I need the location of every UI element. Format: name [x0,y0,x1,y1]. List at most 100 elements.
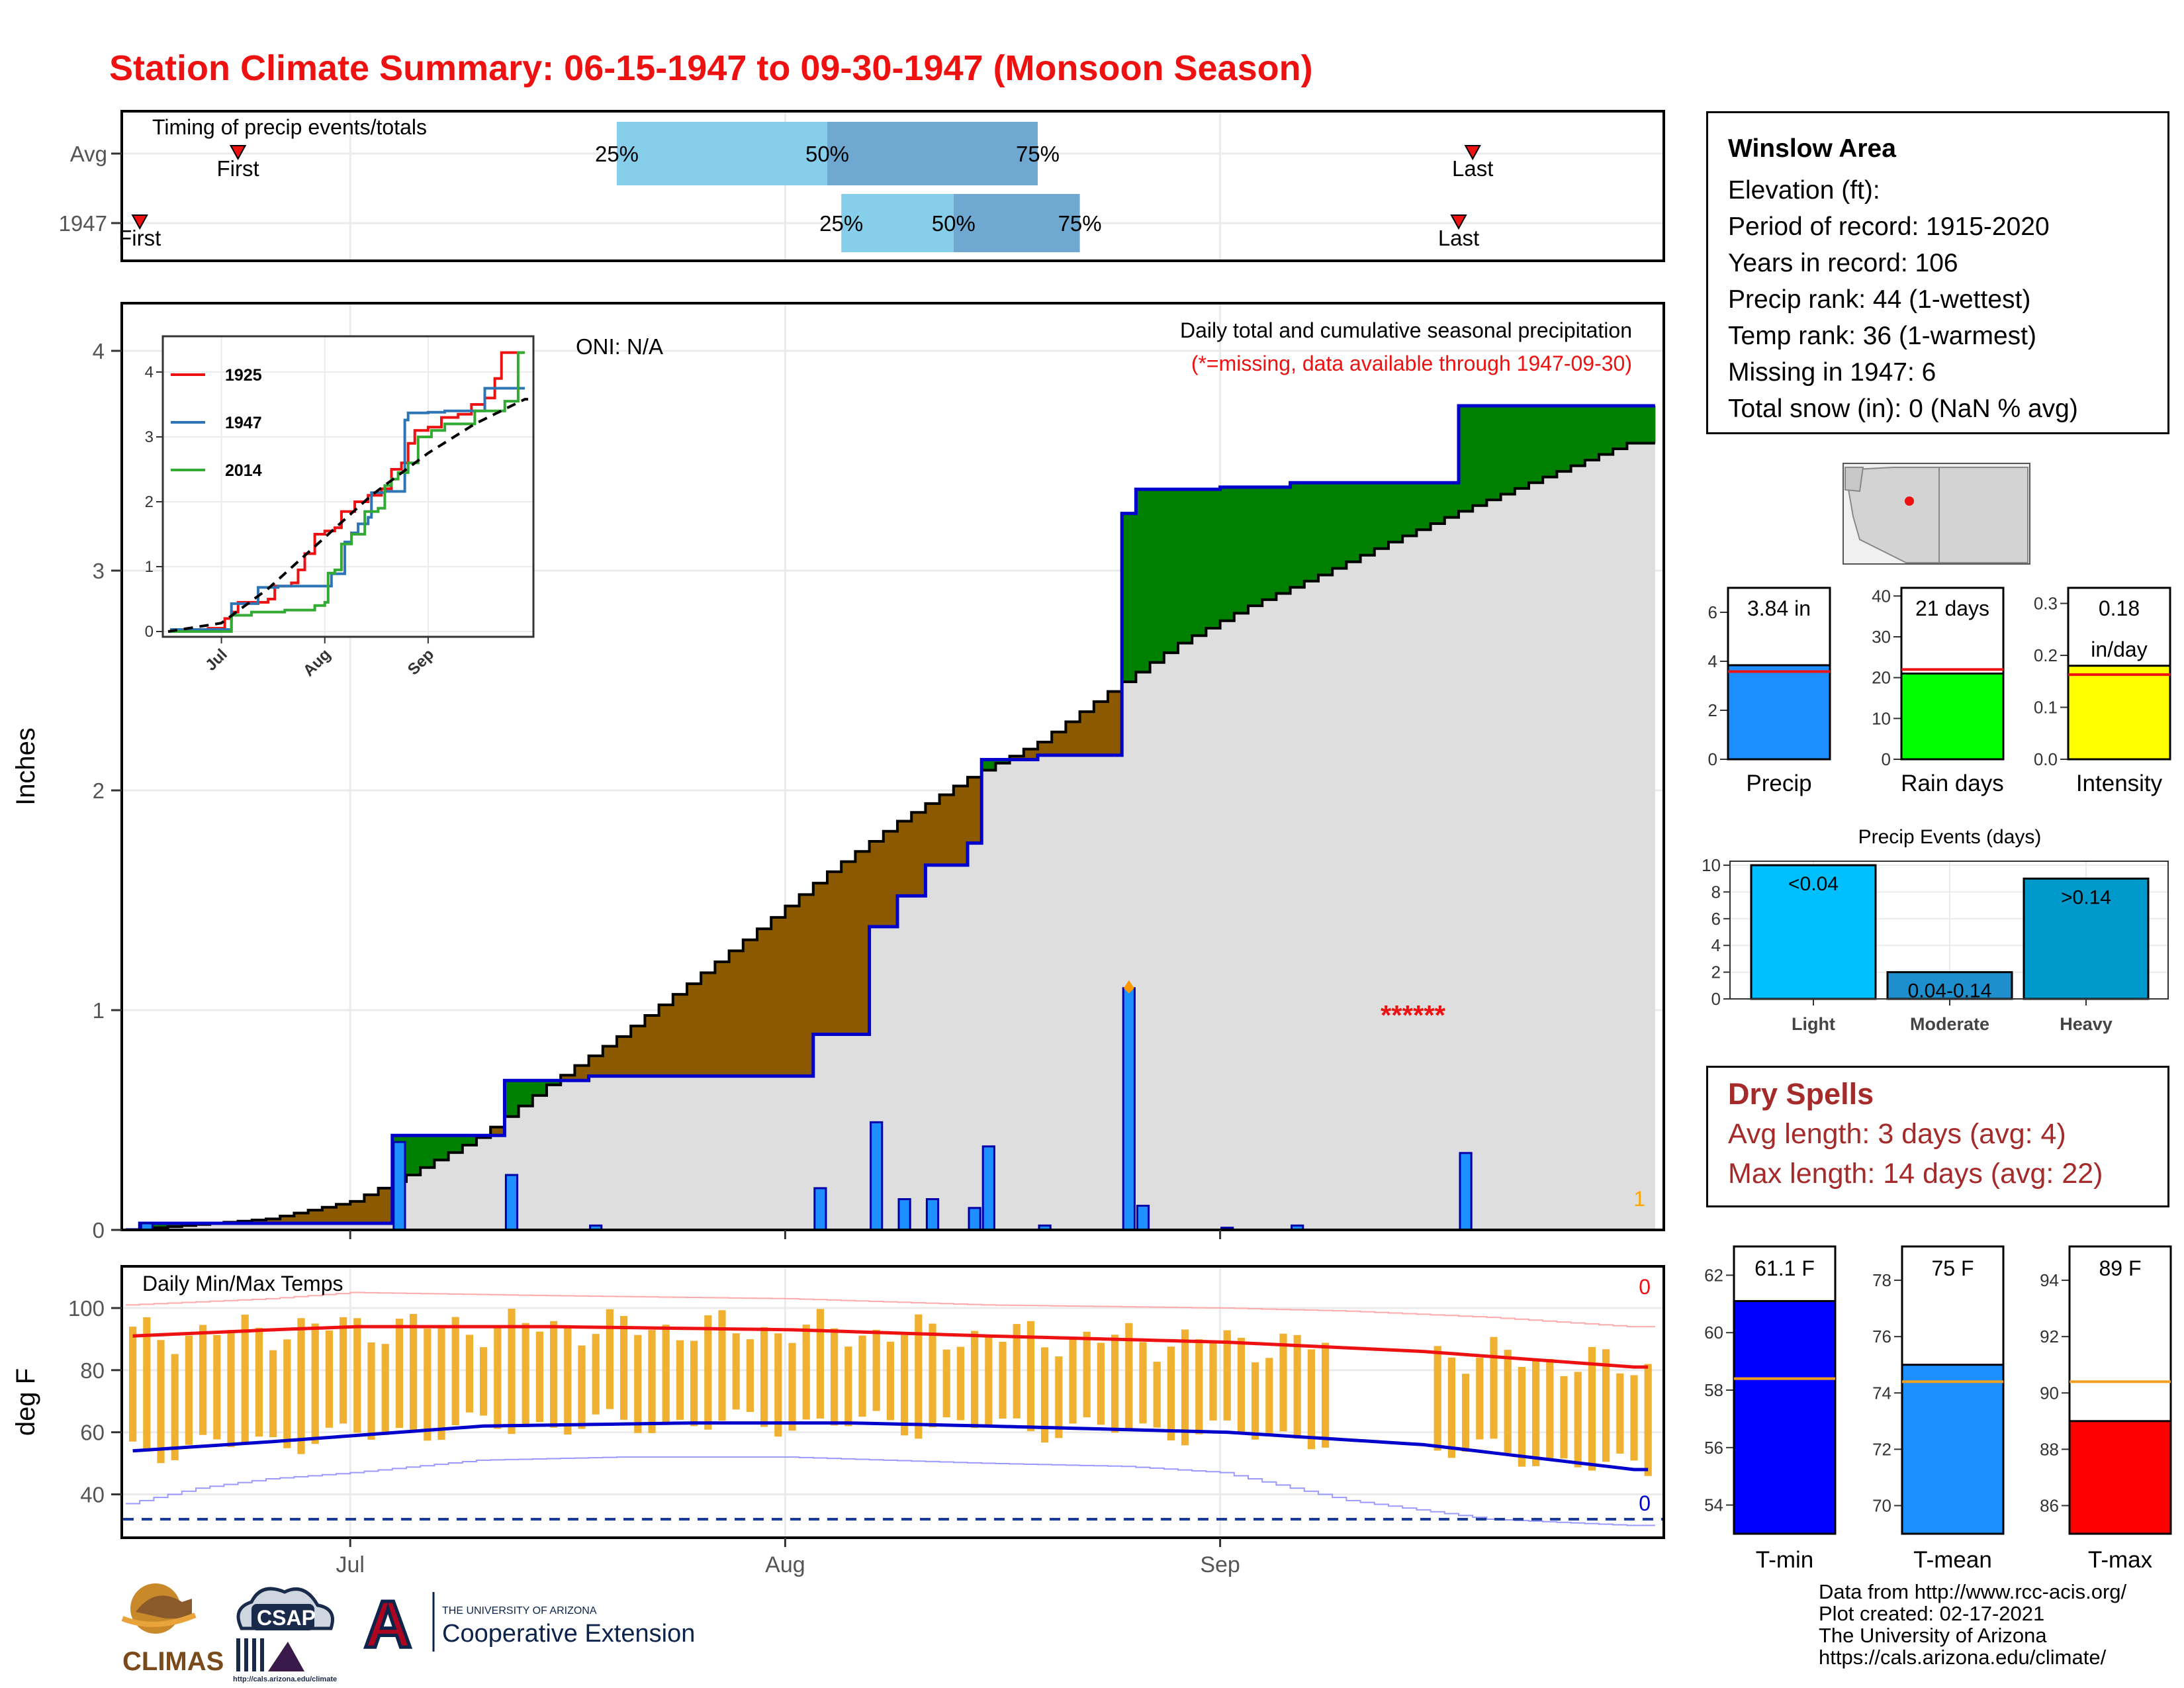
temps-daily-range-bar [465,1335,473,1413]
temps-daily-range-bar [522,1323,529,1427]
precip-daily-bar [392,1141,406,1230]
station-missing: Missing in 1947: 6 [1728,358,1936,387]
psum-y-tick-label: 0.1 [2034,698,2058,718]
precip-y-tick-label: 3 [93,559,105,583]
psum-y-tick-label: 0 [1882,749,1891,769]
tsum-bar-T-min [1733,1299,1837,1535]
footer-url: https://cals.arizona.edu/climate/ [1819,1646,2107,1669]
temps-daily-range-bar [718,1310,726,1421]
precip-anomaly-block [827,871,842,1035]
tsum-category-label: T-min [1756,1547,1814,1573]
precip-anomaly-block [1473,406,1487,506]
precip-max-marker [1123,980,1134,994]
temps-daily-range-bar [1433,1346,1441,1451]
precip-anomaly-block [1192,489,1206,636]
precip-anomaly-block [1641,406,1656,444]
temps-daily-range-bar [985,1336,993,1427]
temps-daily-range-bar [1055,1356,1063,1438]
temps-daily-range-bar [1013,1324,1021,1419]
tsum-bar-T-mean [1901,1364,2005,1535]
station-name: Winslow Area [1728,134,1896,163]
precip-anomaly-block [1430,483,1445,524]
temps-daily-range-bar [494,1325,502,1429]
precip-anomaly-block [757,929,772,1076]
temps-daily-range-bar [1490,1336,1498,1439]
precip-anomaly-block [1163,489,1179,653]
tsum-y-tick-label: 76 [1872,1327,1891,1346]
inset-y-tick-label: 4 [145,363,154,381]
temps-daily-range-bar [1111,1335,1119,1433]
temps-daily-range-bar [704,1315,712,1430]
precip-anomaly-block [1052,731,1066,755]
temps-daily-range-bar [1532,1359,1540,1466]
psum-value-label: 21 days [1915,596,1989,620]
tsum-y-tick-label: 54 [1704,1495,1723,1515]
temps-daily-range-bar [213,1335,221,1440]
temps-y-tick-label: 60 [80,1421,105,1445]
psum-y-tick-label: 20 [1872,668,1891,688]
temps-daily-range-bar [1237,1337,1245,1433]
temps-daily-range-bar [1251,1362,1259,1440]
timing-last-label: Last [1438,226,1479,250]
tsum-value-label: 75 F [1931,1256,1974,1280]
temps-record-min-line [126,1456,1655,1526]
timing-p50-label: 50% [805,142,849,166]
station-info-box: Winslow Area Elevation (ft): Period of r… [1706,111,2169,434]
temps-daily-range-bar [1588,1346,1596,1471]
temps-plot-area [123,1291,1662,1526]
precip-anomaly-block [322,1207,337,1224]
temps-x-tick-label: Sep [1200,1552,1240,1577]
temps-daily-range-bar [437,1325,445,1440]
temps-daily-range-bar [634,1335,642,1433]
timing-p75-label: 75% [1058,211,1102,236]
precip-y-tick-label: 1 [93,998,105,1023]
timing-bar-lower [617,122,827,185]
temps-daily-range-bar [535,1331,543,1423]
temps-daily-range-bar [1181,1329,1189,1446]
temps-daily-range-bar [1644,1364,1652,1476]
precip-anomaly-block [645,1015,660,1076]
precip-anomaly-block [1514,406,1529,489]
precip-anomaly-block [883,831,898,927]
temps-daily-range-bar [353,1318,361,1433]
precip-anomaly-block [336,1204,351,1224]
precip-anomaly-block [1178,489,1193,643]
location-map [1843,463,2030,565]
precip-y-tick-label: 2 [93,778,105,803]
temps-daily-range-bar [915,1314,923,1439]
precip-y-axis-label: Inches [11,727,40,806]
temps-daily-range-bar [676,1340,684,1420]
tsum-y-tick-label: 58 [1704,1380,1723,1400]
psum-y-tick-label: 6 [1708,602,1717,622]
precip-anomaly-block [659,1005,674,1076]
precip-summary-panel: 0 2 4 6 3.84 in Precip 0 10 20 30 40 21 days Rain da… [1708,586,2171,796]
precip-anomaly-block [869,841,884,927]
inset-series-line-1925 [168,351,525,633]
temps-daily-range-bar [971,1331,979,1429]
temps-y-tick-label: 80 [80,1358,105,1383]
precip-title: Daily total and cumulative seasonal prec… [1180,318,1632,342]
temps-daily-range-bar [171,1354,179,1460]
precip-anomaly-block [841,861,856,1035]
temps-daily-range-bar [424,1329,432,1441]
psum-y-tick-label: 0.0 [2034,749,2058,769]
precip-anomaly-block [504,1080,520,1117]
events-y-tick-label: 8 [1711,882,1721,902]
temps-daily-range-bar [1518,1366,1525,1467]
temps-daily-range-bar [760,1327,768,1427]
temps-daily-range-bar [199,1325,207,1435]
precip-events-panel: Precip Events (days)<0.04Light0.04-0.14M… [1702,826,2169,1034]
inset-legend-label: 1925 [225,366,262,385]
precip-daily-bar [870,1121,884,1230]
precip-anomaly-block [1234,487,1249,614]
precip-anomaly-block [1570,406,1586,466]
precip-anomaly-block [1346,483,1361,562]
precip-anomaly-block [799,894,814,1076]
events-frame [1729,861,2169,1000]
precip-anomaly-block [518,1080,533,1106]
precip-y-tick-label: 4 [93,339,105,363]
temps-record-max-line [126,1291,1655,1328]
precip-anomaly-block [785,906,800,1076]
precip-anomaly-block [1529,406,1543,483]
inset-y-tick-label: 0 [145,623,154,641]
